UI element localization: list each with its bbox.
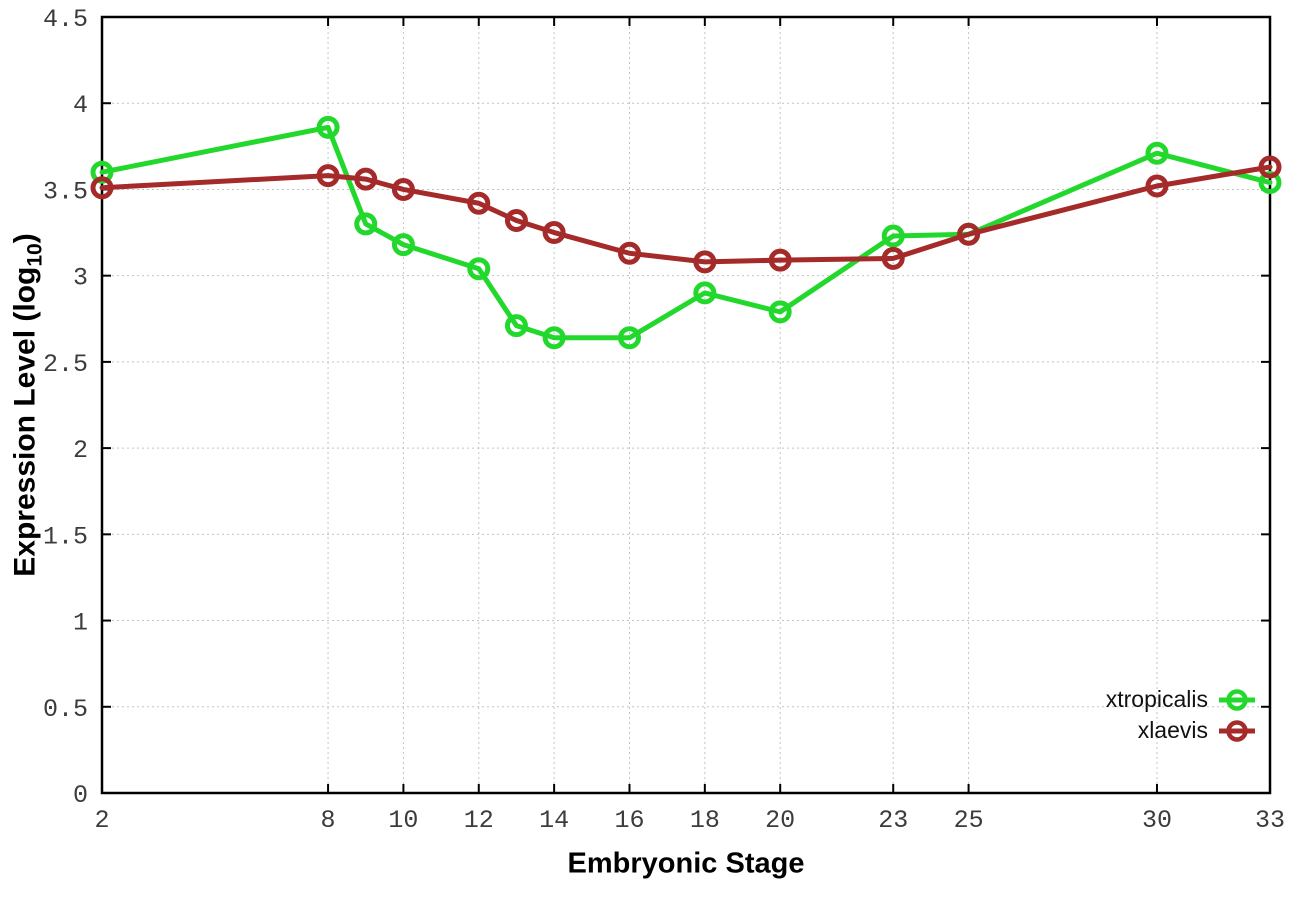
y-axis-title-subscript: 10 <box>23 243 47 267</box>
y-tick-label: 4.5 <box>43 5 88 34</box>
legend-swatch-xtropicalis-icon <box>1219 688 1255 711</box>
data-point-xlaevis <box>693 250 717 274</box>
legend-item-xlaevis: xlaevis <box>1106 715 1256 746</box>
y-tick-label: 3.5 <box>43 177 88 206</box>
data-point-xlaevis <box>1258 155 1282 179</box>
data-point-xtropicalis <box>768 300 792 324</box>
y-tick-label: 0.5 <box>43 695 88 724</box>
data-point-xtropicalis <box>467 257 491 281</box>
data-point-xlaevis <box>467 191 491 215</box>
x-tick-label: 16 <box>614 806 644 835</box>
plot-border <box>100 15 1272 795</box>
x-tick-label: 30 <box>1142 806 1172 835</box>
y-tick-label: 0 <box>73 781 88 810</box>
legend-label-xlaevis: xlaevis <box>1137 717 1208 743</box>
x-tick-label: 33 <box>1255 806 1285 835</box>
data-point-xlaevis <box>354 167 378 191</box>
data-point-xlaevis <box>391 177 415 201</box>
x-tick-label: 23 <box>878 806 908 835</box>
data-point-xtropicalis <box>316 115 340 139</box>
x-tick-label: 25 <box>954 806 984 835</box>
y-tick-label: 2 <box>73 436 88 465</box>
data-point-xlaevis <box>768 248 792 272</box>
series-line-xtropicalis <box>99 124 1273 341</box>
x-tick-label: 10 <box>388 806 418 835</box>
y-tick-label: 3 <box>73 264 88 293</box>
data-point-xtropicalis <box>881 224 905 248</box>
legend: xtropicalis xlaevis <box>1106 684 1256 746</box>
x-tick-label: 18 <box>690 806 720 835</box>
x-tick-label: 8 <box>321 806 336 835</box>
x-tick-label: 14 <box>539 806 569 835</box>
x-tick-label: 12 <box>464 806 494 835</box>
y-axis-title-close: ) <box>8 233 42 244</box>
series-line-xlaevis <box>99 164 1273 265</box>
data-point-xlaevis <box>316 164 340 188</box>
y-tick-label: 2.5 <box>43 350 88 379</box>
legend-swatch-xlaevis-icon <box>1219 719 1255 742</box>
data-point-xtropicalis <box>542 326 566 350</box>
data-point-xtropicalis <box>617 326 641 350</box>
x-tick-label: 2 <box>94 806 109 835</box>
data-point-xtropicalis <box>391 233 415 257</box>
data-point-xlaevis <box>1145 174 1169 198</box>
y-tick-label: 1.5 <box>43 522 88 551</box>
legend-item-xtropicalis: xtropicalis <box>1106 684 1256 715</box>
data-point-xtropicalis <box>354 212 378 236</box>
y-axis-title: Expression Level (log10) <box>9 233 48 576</box>
y-axis-title-text: Expression Level (log <box>8 266 42 577</box>
data-point-xlaevis <box>881 246 905 270</box>
data-point-xlaevis <box>617 241 641 265</box>
legend-label-xtropicalis: xtropicalis <box>1105 686 1208 712</box>
y-tick-label: 1 <box>73 609 88 638</box>
data-point-xlaevis <box>957 222 981 246</box>
x-tick-label: 20 <box>765 806 795 835</box>
data-point-xtropicalis <box>504 314 528 338</box>
y-tick-label: 4 <box>73 91 88 120</box>
data-point-xlaevis <box>542 221 566 245</box>
data-point-xlaevis <box>90 176 114 200</box>
data-point-xtropicalis <box>1145 141 1169 165</box>
data-point-xlaevis <box>504 208 528 232</box>
data-point-xtropicalis <box>693 281 717 305</box>
x-axis-title: Embryonic Stage <box>567 847 805 880</box>
